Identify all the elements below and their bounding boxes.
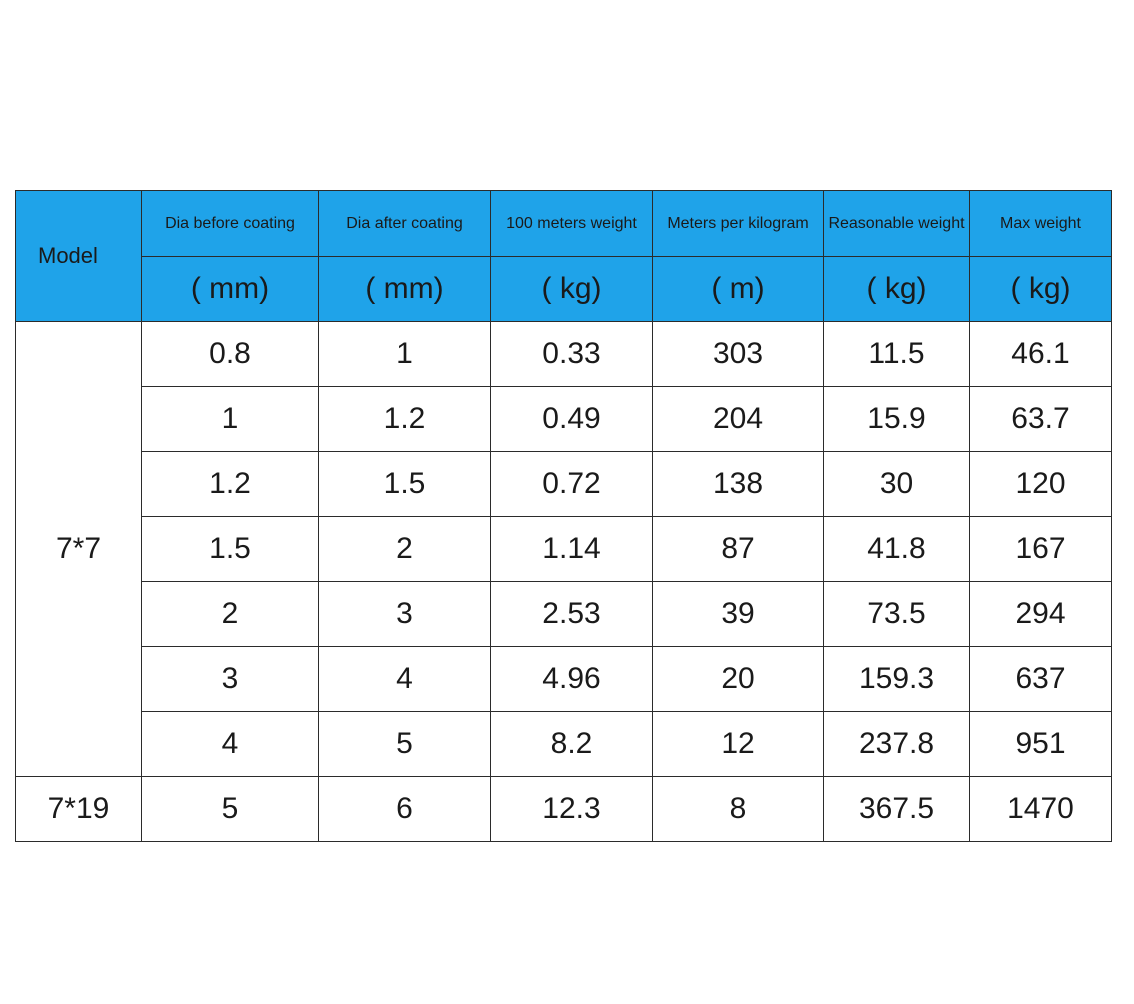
data-cell: 20 [652,646,824,712]
header-model: Model [15,190,142,322]
data-cell: 2 [318,516,491,582]
data-cell: 46.1 [969,321,1112,387]
data-cell: 0.8 [141,321,319,387]
column-name: Dia before coating [141,190,319,257]
data-cell: 2.53 [490,581,653,647]
data-cell: 0.33 [490,321,653,387]
data-cell: 204 [652,386,824,452]
data-cell: 5 [141,776,319,842]
data-cell: 15.9 [823,386,970,452]
data-cell: 30 [823,451,970,517]
data-cell: 0.72 [490,451,653,517]
column-name: Dia after coating [318,190,491,257]
model-cell: 7*7 [15,321,142,777]
data-cell: 63.7 [969,386,1112,452]
data-cell: 294 [969,581,1112,647]
column-name: Meters per kilogram [652,190,824,257]
column-unit: ( mm) [141,256,319,322]
data-cell: 1.2 [141,451,319,517]
column-unit: ( kg) [490,256,653,322]
column-name: 100 meters weight [490,190,653,257]
data-cell: 303 [652,321,824,387]
column-unit: ( kg) [969,256,1112,322]
data-cell: 6 [318,776,491,842]
data-cell: 8 [652,776,824,842]
data-cell: 12.3 [490,776,653,842]
column-name: Max weight [969,190,1112,257]
data-cell: 1.14 [490,516,653,582]
data-cell: 5 [318,711,491,777]
data-cell: 951 [969,711,1112,777]
data-cell: 3 [318,581,491,647]
column-name: Reasonable weight [823,190,970,257]
column-unit: ( m) [652,256,824,322]
data-cell: 120 [969,451,1112,517]
data-cell: 41.8 [823,516,970,582]
data-cell: 3 [141,646,319,712]
data-cell: 1 [141,386,319,452]
data-cell: 1.5 [141,516,319,582]
data-cell: 12 [652,711,824,777]
column-unit: ( mm) [318,256,491,322]
data-cell: 1 [318,321,491,387]
data-cell: 8.2 [490,711,653,777]
data-cell: 4 [141,711,319,777]
data-cell: 167 [969,516,1112,582]
data-cell: 1.5 [318,451,491,517]
data-cell: 73.5 [823,581,970,647]
data-cell: 1470 [969,776,1112,842]
data-cell: 1.2 [318,386,491,452]
data-cell: 87 [652,516,824,582]
data-cell: 4 [318,646,491,712]
data-cell: 637 [969,646,1112,712]
data-cell: 237.8 [823,711,970,777]
data-cell: 0.49 [490,386,653,452]
data-cell: 4.96 [490,646,653,712]
model-cell: 7*19 [15,776,142,842]
data-cell: 11.5 [823,321,970,387]
data-cell: 367.5 [823,776,970,842]
data-cell: 2 [141,581,319,647]
column-unit: ( kg) [823,256,970,322]
data-cell: 159.3 [823,646,970,712]
data-cell: 138 [652,451,824,517]
data-cell: 39 [652,581,824,647]
